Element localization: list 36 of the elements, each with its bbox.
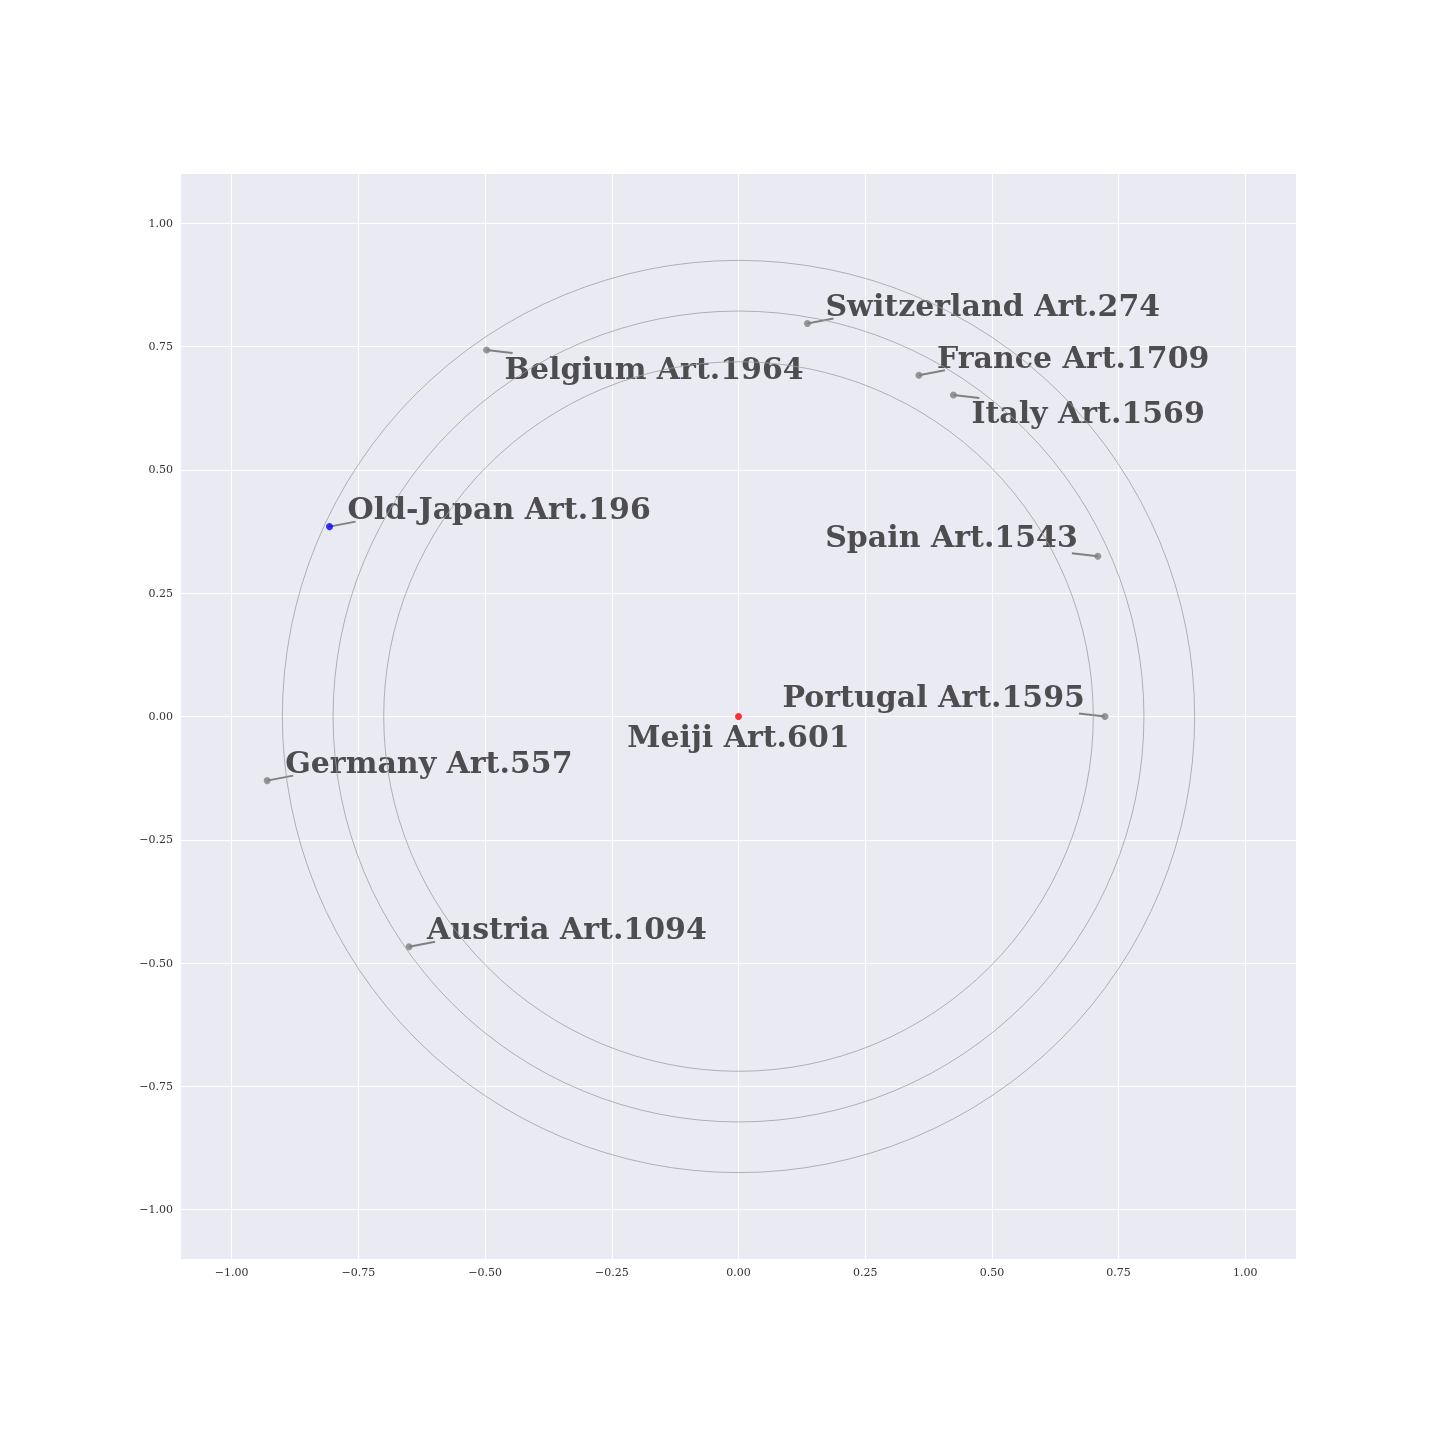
x-tick-label: −1.00	[214, 1266, 249, 1279]
y-tick-label: 0.00	[148, 710, 173, 723]
y-tick-label: 1.00	[148, 216, 173, 230]
point	[263, 777, 271, 785]
y-tick-label: 0.50	[148, 463, 173, 477]
annotation: Meiji Art.601	[627, 719, 850, 754]
y-tick-label: 0.25	[148, 586, 173, 600]
annotation: Switzerland Art.274	[825, 287, 1161, 323]
x-tick-label: −0.75	[341, 1266, 376, 1279]
y-tick-label: −0.50	[139, 956, 173, 970]
point	[1094, 552, 1102, 560]
x-tick-label: 1.00	[1233, 1266, 1258, 1279]
annotation: Germany Art.557	[285, 745, 573, 781]
x-tick-label: 0.50	[979, 1266, 1005, 1279]
annotation: France Art.1709	[936, 339, 1210, 375]
x-tick-label: −0.25	[594, 1266, 629, 1279]
y-tick-label: −0.25	[139, 833, 173, 847]
x-tick-label: −0.50	[468, 1266, 502, 1279]
point	[949, 391, 957, 399]
annotation: Portugal Art.1595	[782, 679, 1085, 714]
annotation: Old-Japan Art.196	[347, 491, 651, 527]
annotation: Belgium Art.1964	[504, 350, 804, 386]
point	[326, 523, 333, 531]
annotation: Austria Art.1094	[426, 911, 707, 947]
y-tick-label: −0.75	[139, 1079, 173, 1093]
y-tick-label: 0.75	[148, 340, 173, 354]
x-tick-label: 0.00	[726, 1266, 751, 1279]
x-tick-label: 0.75	[1106, 1266, 1131, 1279]
y-tick-label: −1.00	[139, 1203, 173, 1217]
annotation: Italy Art.1569	[971, 395, 1205, 431]
point	[915, 371, 923, 379]
point	[803, 319, 811, 327]
point	[483, 346, 491, 354]
x-tick-label: 0.25	[852, 1266, 878, 1279]
annotation: Spain Art.1543	[825, 518, 1078, 554]
point	[1101, 713, 1109, 720]
